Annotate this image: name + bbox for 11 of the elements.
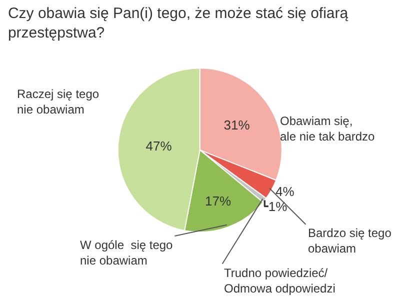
data-label: 1%	[268, 198, 288, 214]
data-label: 4%	[275, 184, 295, 199]
slice-label: Trudno powiedzieć/ Odmowa odpowiedzi	[224, 266, 336, 296]
slice-label: Bardzo się tego obawiam	[308, 226, 392, 256]
slice-label: Obawiam się, ale nie tak bardzo	[280, 114, 376, 144]
slice-label: W ogóle się tego nie obawiam	[80, 238, 174, 268]
data-label: 17%	[205, 194, 232, 209]
data-label: 47%	[146, 138, 172, 154]
chart-title: Czy obawia się Pan(i) tego, że może stać się ofiarą przestępstwa?	[8, 5, 349, 42]
slice-label: Raczej się tego nie obawiam	[17, 87, 100, 117]
data-label: 31%	[224, 117, 250, 132]
